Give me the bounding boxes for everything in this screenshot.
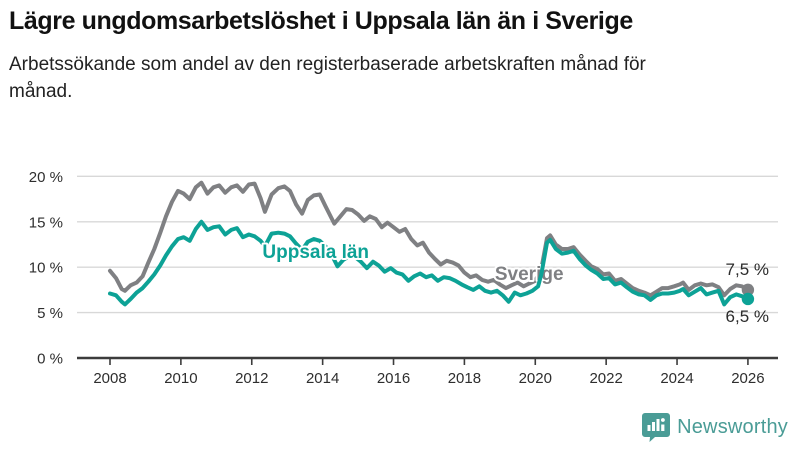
- newsworthy-branding: Newsworthy: [642, 412, 788, 442]
- logo-bar-small: [647, 425, 651, 431]
- x-tick-label-2022: 2022: [589, 370, 622, 387]
- y-tick-label-15: 15 %: [29, 214, 63, 231]
- end-value-label-uppsala-län: 6,5 %: [726, 307, 769, 326]
- series-endpoint-dot-uppsala-län: [741, 292, 755, 306]
- x-tick-label-2018: 2018: [448, 370, 481, 387]
- logo-bar-medium: [652, 422, 656, 431]
- chart-header: Lägre ungdomsarbetslöshet i Uppsala län …: [0, 0, 800, 106]
- brand-name: Newsworthy: [677, 415, 788, 438]
- newsworthy-logo-icon: [642, 413, 671, 442]
- chart-subtitle: Arbetssökande som andel av den registerb…: [9, 53, 646, 103]
- logo-exclamation-dot: [661, 418, 665, 422]
- x-tick-label-2016: 2016: [377, 370, 410, 387]
- series-line-uppsala-län: [108, 219, 750, 307]
- y-tick-label-20: 20 %: [29, 169, 63, 186]
- chart-title: Lägre ungdomsarbetslöshet i Uppsala län …: [9, 7, 633, 35]
- end-value-label-sverige: 7,5 %: [726, 260, 769, 279]
- x-tick-label-2010: 2010: [164, 370, 197, 387]
- y-tick-label-10: 10 %: [29, 260, 63, 277]
- logo-exclamation-bar: [661, 424, 665, 431]
- x-tick-label-2020: 2020: [519, 370, 552, 387]
- logo-bar-tall: [656, 419, 660, 431]
- series-name-label-uppsala-län: Uppsala län: [262, 242, 369, 263]
- x-tick-label-2012: 2012: [235, 370, 268, 387]
- x-tick-label-2014: 2014: [306, 370, 339, 387]
- x-tick-label-2024: 2024: [660, 370, 693, 387]
- series-endpoint-dot-sverige: [741, 283, 755, 297]
- y-tick-label-0: 0 %: [37, 351, 63, 368]
- series-name-label-sverige: Sverige: [495, 264, 564, 285]
- y-tick-label-5: 5 %: [37, 305, 63, 322]
- x-tick-label-2008: 2008: [93, 370, 126, 387]
- series-line-sverige: [108, 180, 750, 298]
- x-tick-label-2026: 2026: [731, 370, 764, 387]
